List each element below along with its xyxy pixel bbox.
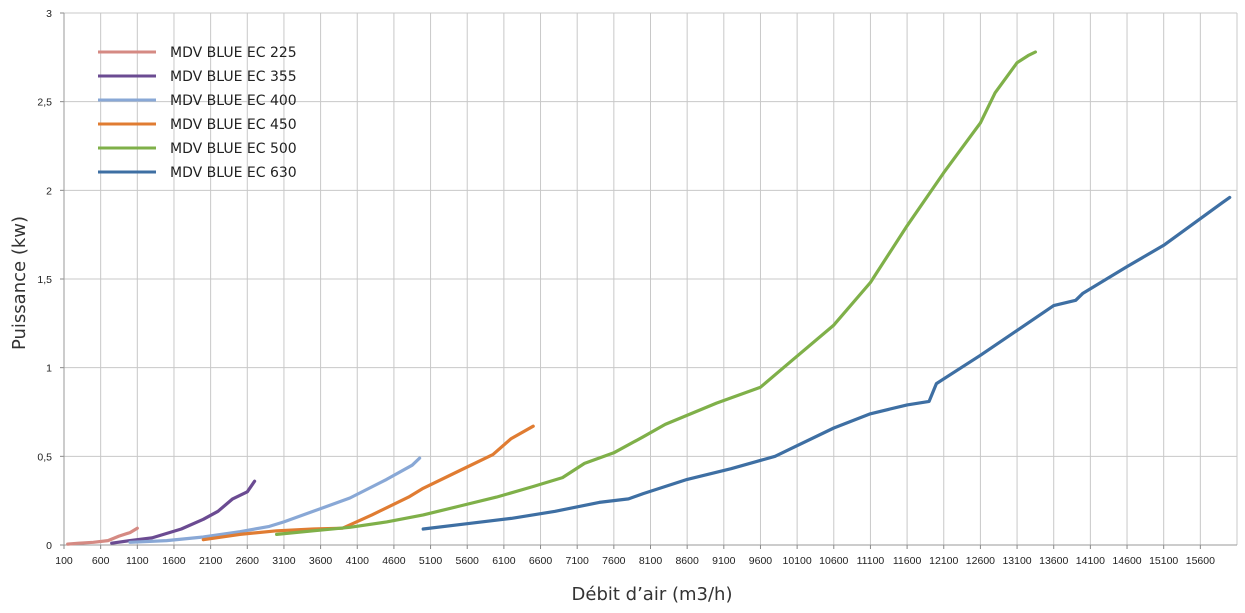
y-tick-label: 2 bbox=[46, 185, 52, 197]
x-tick-label: 6100 bbox=[492, 555, 516, 567]
x-tick-label: 10600 bbox=[819, 555, 848, 567]
series-lines bbox=[66, 50, 1232, 546]
legend-label: MDV BLUE EC 630 bbox=[170, 165, 297, 181]
legend-label: MDV BLUE EC 400 bbox=[170, 93, 297, 109]
y-tick-label: 0,5 bbox=[37, 451, 52, 463]
x-axis-title: Débit d’air (m3/h) bbox=[572, 584, 733, 605]
y-axis-title: Puissance (kw) bbox=[9, 216, 30, 350]
x-tick-label: 14100 bbox=[1076, 555, 1105, 567]
x-tick-label: 8600 bbox=[675, 555, 699, 567]
x-tick-label: 11600 bbox=[893, 555, 922, 567]
x-tick-label: 1600 bbox=[162, 555, 186, 567]
x-tick-label: 8100 bbox=[639, 555, 663, 567]
x-tick-label: 3100 bbox=[272, 555, 296, 567]
x-tick-label: 15600 bbox=[1186, 555, 1215, 567]
x-tick-label: 4600 bbox=[382, 555, 406, 567]
series-line-4 bbox=[201, 424, 535, 542]
x-tick-label: 11100 bbox=[857, 555, 885, 567]
y-tick-label: 3 bbox=[46, 8, 52, 20]
y-tick-label: 2,5 bbox=[37, 97, 52, 109]
y-tick-label: 1,5 bbox=[37, 274, 52, 286]
x-tick-label: 12600 bbox=[966, 555, 995, 567]
x-tick-label: 12100 bbox=[929, 555, 958, 567]
legend-label: MDV BLUE EC 450 bbox=[170, 117, 297, 133]
legend-label: MDV BLUE EC 500 bbox=[170, 141, 297, 157]
x-tick-label: 9100 bbox=[712, 555, 736, 567]
y-tick-label: 0 bbox=[46, 540, 52, 552]
x-tick-label: 9600 bbox=[749, 555, 773, 567]
grid bbox=[63, 12, 1238, 546]
series-line-6 bbox=[421, 195, 1232, 531]
series-line-3 bbox=[128, 456, 422, 544]
x-tick-label: 15100 bbox=[1149, 555, 1178, 567]
x-tick-label: 7600 bbox=[602, 555, 626, 567]
x-tick-label: 6600 bbox=[529, 555, 553, 567]
x-tick-label: 14600 bbox=[1112, 555, 1141, 567]
x-tick-label: 3600 bbox=[309, 555, 333, 567]
x-tick-label: 1100 bbox=[126, 555, 149, 567]
axes: 100 600 1100 1600 2100 2600 3100 3600 4100 4600 51… bbox=[37, 8, 1215, 567]
legend-label: MDV BLUE EC 225 bbox=[170, 45, 297, 61]
x-tick-label: 13100 bbox=[1002, 555, 1031, 567]
legend: MDV BLUE EC 225 MDV BLUE EC 355 MDV BLUE E… bbox=[98, 45, 297, 181]
x-tick-label: 7100 bbox=[566, 555, 590, 567]
series-line-2 bbox=[110, 479, 257, 545]
legend-label: MDV BLUE EC 355 bbox=[170, 69, 297, 85]
x-tick-label: 2600 bbox=[236, 555, 260, 567]
x-tick-label: 600 bbox=[92, 555, 110, 567]
x-tick-label: 5600 bbox=[456, 555, 480, 567]
series-line-5 bbox=[275, 50, 1038, 537]
series-line-1 bbox=[66, 526, 139, 546]
x-tick-label: 100 bbox=[55, 555, 73, 567]
x-tick-label: 13600 bbox=[1039, 555, 1068, 567]
y-tick-label: 1 bbox=[46, 363, 52, 375]
x-tick-label: 2100 bbox=[199, 555, 223, 567]
x-tick-label: 10100 bbox=[783, 555, 812, 567]
x-tick-label: 4100 bbox=[346, 555, 370, 567]
x-tick-label: 5100 bbox=[419, 555, 443, 567]
